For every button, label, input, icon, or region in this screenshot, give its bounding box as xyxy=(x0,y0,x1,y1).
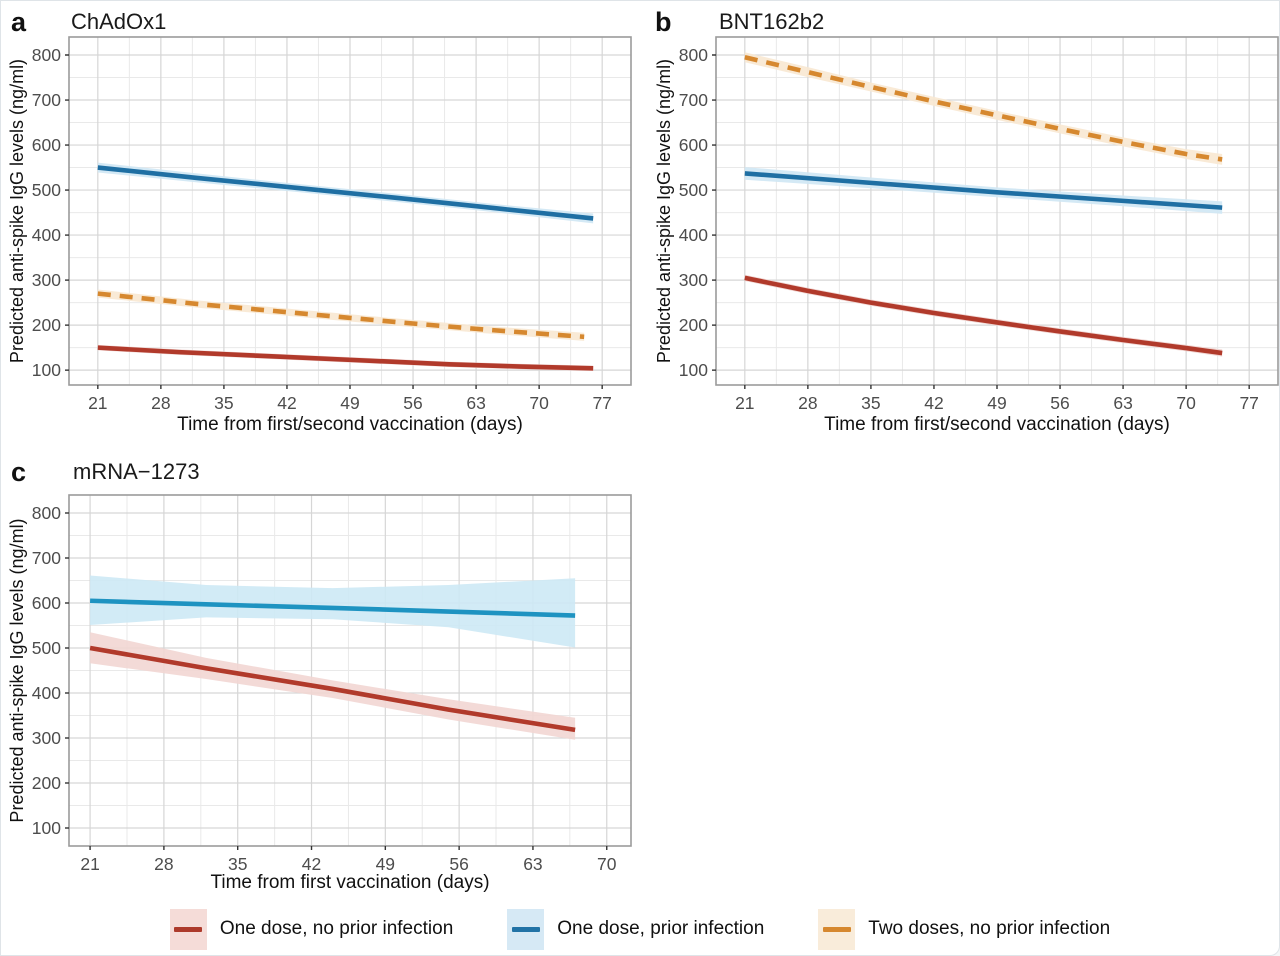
svg-text:200: 200 xyxy=(32,315,61,335)
legend-key-blue xyxy=(507,908,545,950)
svg-text:700: 700 xyxy=(679,90,708,110)
svg-text:49: 49 xyxy=(340,393,359,413)
svg-text:63: 63 xyxy=(1113,393,1132,413)
svg-text:56: 56 xyxy=(1050,393,1069,413)
svg-text:500: 500 xyxy=(32,180,61,200)
orange-line-swatch-icon xyxy=(822,926,851,932)
svg-text:700: 700 xyxy=(32,548,61,568)
svg-text:63: 63 xyxy=(523,854,542,874)
svg-text:42: 42 xyxy=(277,393,296,413)
svg-text:400: 400 xyxy=(32,225,61,245)
svg-text:700: 700 xyxy=(32,90,61,110)
panel-b-x-axis-label: Time from first/second vaccination (days… xyxy=(824,414,1170,435)
panel-a-letter: a xyxy=(11,7,27,37)
svg-text:28: 28 xyxy=(798,393,817,413)
svg-text:28: 28 xyxy=(151,393,170,413)
legend-item-one-dose-no-prior: One dose, no prior infection xyxy=(169,908,454,950)
svg-text:77: 77 xyxy=(592,393,611,413)
svg-text:56: 56 xyxy=(403,393,422,413)
svg-text:63: 63 xyxy=(466,393,485,413)
panel-b-title: BNT162b2 xyxy=(719,9,825,34)
svg-text:21: 21 xyxy=(88,393,107,413)
svg-text:300: 300 xyxy=(679,270,708,290)
svg-text:200: 200 xyxy=(32,773,61,793)
svg-text:100: 100 xyxy=(32,360,61,380)
legend-item-two-doses-no-prior: Two doses, no prior infection xyxy=(818,908,1111,950)
svg-text:70: 70 xyxy=(529,393,549,413)
svg-text:42: 42 xyxy=(924,393,943,413)
blue-line-swatch-icon xyxy=(511,926,540,932)
panel-a-x-axis-label: Time from first/second vaccination (days… xyxy=(177,414,523,435)
svg-text:28: 28 xyxy=(154,854,173,874)
svg-text:21: 21 xyxy=(735,393,754,413)
svg-text:100: 100 xyxy=(32,818,61,838)
svg-text:800: 800 xyxy=(32,45,61,65)
panel-b-letter: b xyxy=(655,7,672,37)
svg-text:49: 49 xyxy=(376,854,395,874)
svg-text:70: 70 xyxy=(1176,393,1196,413)
svg-text:49: 49 xyxy=(987,393,1006,413)
svg-text:600: 600 xyxy=(32,135,61,155)
svg-text:300: 300 xyxy=(32,270,61,290)
legend-label: Two doses, no prior infection xyxy=(868,918,1111,939)
svg-text:800: 800 xyxy=(32,503,61,523)
legend-label: One dose, prior infection xyxy=(557,918,765,939)
panel-a-title: ChAdOx1 xyxy=(71,9,167,34)
svg-text:21: 21 xyxy=(80,854,99,874)
svg-text:200: 200 xyxy=(679,315,708,335)
legend-label: One dose, no prior infection xyxy=(219,918,454,939)
panel-b-plot: 21 28 35 42 49 56 63 70 77 100 200 300 400 500 600 700 8… xyxy=(679,36,1279,413)
legend: One dose, no prior infection One dose, p… xyxy=(1,907,1279,951)
svg-text:70: 70 xyxy=(597,854,617,874)
legend-key-orange xyxy=(818,908,856,950)
svg-text:77: 77 xyxy=(1239,393,1258,413)
svg-text:35: 35 xyxy=(861,393,880,413)
svg-text:500: 500 xyxy=(32,638,61,658)
svg-text:56: 56 xyxy=(449,854,468,874)
legend-key-red xyxy=(169,908,207,950)
panel-c-letter: c xyxy=(11,457,27,487)
panel-c-x-axis-label: Time from first vaccination (days) xyxy=(210,872,490,893)
svg-text:42: 42 xyxy=(302,854,321,874)
panel-a-plot: 21 28 35 42 49 56 63 70 77 100 200 300 400 500 600 700 8… xyxy=(32,36,632,413)
svg-text:800: 800 xyxy=(679,45,708,65)
svg-text:600: 600 xyxy=(32,593,61,613)
svg-text:600: 600 xyxy=(679,135,708,155)
svg-text:300: 300 xyxy=(32,728,61,748)
svg-text:35: 35 xyxy=(214,393,233,413)
svg-text:400: 400 xyxy=(32,683,61,703)
red-line-swatch-icon xyxy=(174,926,203,932)
svg-text:35: 35 xyxy=(228,854,247,874)
svg-text:400: 400 xyxy=(679,225,708,245)
panel-c-title: mRNA−1273 xyxy=(73,459,200,484)
svg-text:100: 100 xyxy=(679,360,708,380)
panel-c-plot: 21 28 35 42 49 56 63 70 100 200 300 400 500 600 700 800 xyxy=(32,494,632,874)
svg-text:500: 500 xyxy=(679,180,708,200)
legend-item-one-dose-prior: One dose, prior infection xyxy=(507,908,765,950)
